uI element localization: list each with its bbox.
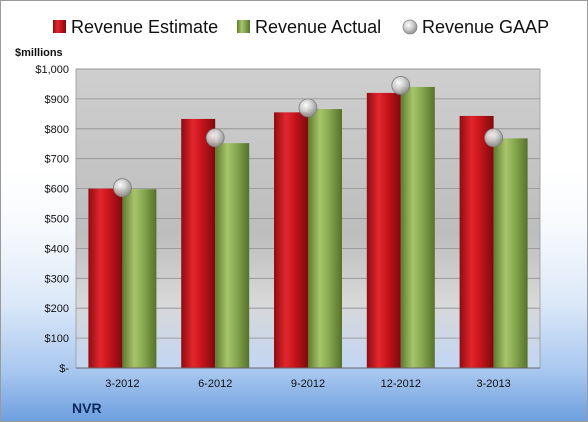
gaap-markers — [113, 76, 504, 198]
gaap-point — [484, 128, 504, 148]
x-axis-ticks: 3-2012 6-2012 9-2012 12-2012 3-2013 — [105, 378, 510, 390]
gaap-point — [205, 128, 225, 148]
bar-estimate — [181, 118, 216, 368]
chart-legend: Revenue Estimate Revenue Actual Revenue … — [53, 17, 549, 37]
y-tick-label: $500 — [45, 214, 69, 226]
gaap-point — [298, 98, 318, 118]
bar-actual — [122, 189, 157, 368]
gaap-point — [391, 76, 411, 95]
y-tick-label: $400 — [45, 243, 69, 255]
legend-label-gaap: Revenue GAAP — [422, 17, 549, 37]
gaap-point — [113, 178, 132, 198]
y-tick-label: $900 — [45, 94, 69, 106]
x-tick-label: 6-2012 — [198, 378, 232, 390]
legend-label-actual: Revenue Actual — [255, 17, 381, 37]
bar-estimate — [274, 112, 308, 368]
company-name: NVR — [72, 400, 102, 416]
y-tick-label: $100 — [45, 333, 69, 345]
y-tick-label: $- — [59, 363, 69, 375]
y-tick-label: $800 — [45, 124, 69, 136]
bar-actual — [493, 138, 528, 368]
y-tick-label: $600 — [45, 184, 69, 196]
bar-actual — [400, 86, 435, 368]
x-tick-label: 12-2012 — [381, 378, 421, 390]
bar-estimate — [366, 92, 401, 369]
x-tick-label: 3-2012 — [105, 378, 139, 390]
bar-actual — [308, 109, 342, 368]
x-tick-label: 9-2012 — [291, 378, 325, 390]
bar-estimate — [88, 188, 123, 368]
legend-swatch-actual — [237, 20, 250, 33]
legend-marker-gaap — [402, 19, 418, 35]
bar-actual — [215, 143, 250, 368]
legend-label-estimate: Revenue Estimate — [71, 17, 218, 37]
y-axis-ticks: $- $100 $200 $300 $400 $500 $600 $700 $800 $900 $1… — [35, 64, 69, 375]
bars — [88, 86, 528, 369]
unit-label: $millions — [15, 47, 63, 59]
y-tick-label: $300 — [45, 273, 69, 285]
x-tick-label: 3-2013 — [476, 378, 510, 390]
y-tick-label: $1,000 — [35, 64, 69, 76]
legend-swatch-estimate — [53, 20, 66, 33]
bar-estimate — [459, 115, 494, 369]
y-tick-label: $700 — [45, 154, 69, 166]
y-tick-label: $200 — [45, 303, 69, 315]
